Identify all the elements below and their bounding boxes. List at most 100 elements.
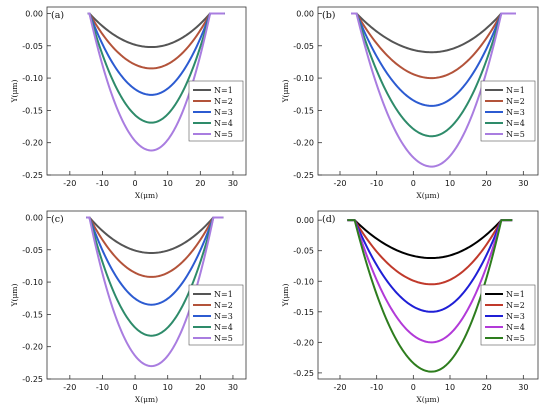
x-tick-label: 30 [228, 179, 238, 188]
y-tick-label: -0.15 [22, 310, 43, 319]
x-tick-label: 20 [482, 179, 492, 188]
series-line [347, 219, 513, 373]
chart-panel-3: -20 -10 0 10 20 30 0.00 -0.05 -0.10 -0.15 -0.20 -0.… [10, 210, 247, 404]
x-tick-label: 20 [195, 383, 205, 392]
x-tick-label: 20 [195, 179, 205, 188]
x-tick-label: -10 [370, 383, 383, 392]
series-line [351, 12, 516, 80]
plot-frame [46, 6, 247, 176]
x-axis-label: X(μm) [135, 395, 158, 404]
x-tick-label: -20 [63, 383, 76, 392]
y-axis-label: Y(μm) [281, 80, 290, 104]
y-tick-label: -0.25 [293, 171, 314, 180]
y-tick-label: 0.00 [25, 213, 43, 222]
legend: N=1 N=2 N=3 N=4 N=5 [188, 80, 244, 142]
legend-entry: N=2 [214, 97, 233, 106]
x-tick-label: 0 [133, 179, 138, 188]
series-line [86, 216, 224, 278]
x-tick-label: 30 [228, 383, 238, 392]
y-tick-label: 0.00 [296, 9, 314, 18]
series-line [87, 12, 225, 124]
x-tick-label: 10 [163, 179, 173, 188]
panel-label: (c) [51, 214, 64, 225]
series-line [87, 12, 225, 70]
x-tick-label: -10 [96, 383, 109, 392]
chart-panel-4: -20 -10 0 10 20 30 0.00 -0.05 -0.10 -0.15 -0.20 -0.… [281, 210, 539, 404]
legend-entry: N=1 [214, 290, 233, 299]
series-line [86, 216, 224, 337]
series-line [347, 219, 513, 344]
y-tick-label: -0.05 [22, 246, 43, 255]
y-tick-label: 0.00 [296, 216, 314, 225]
legend: N=1 N=2 N=3 N=4 N=5 [480, 80, 536, 142]
x-tick-label: -20 [333, 383, 346, 392]
series-line [347, 219, 513, 313]
x-axis-label: X(μm) [416, 191, 439, 200]
x-tick-label: 0 [133, 383, 138, 392]
legend-entry: N=3 [506, 312, 525, 321]
legend-entry: N=2 [506, 301, 525, 310]
x-tick-label: 20 [482, 383, 492, 392]
legend: N=1 N=2 N=3 N=4 N=5 [480, 284, 536, 346]
x-axis-label: X(μm) [416, 395, 439, 404]
legend-entry: N=5 [214, 334, 233, 343]
y-tick-label: -0.15 [293, 308, 314, 317]
y-tick-label: -0.10 [22, 278, 43, 287]
series-line [351, 12, 516, 54]
series-line [87, 12, 225, 49]
legend-entry: N=5 [214, 130, 233, 139]
legend-entry: N=3 [506, 108, 525, 117]
x-tick-label: -10 [370, 179, 383, 188]
x-tick-label: 10 [163, 383, 173, 392]
plot-frame [317, 210, 539, 380]
y-tick-label: -0.20 [293, 139, 314, 148]
series-line [347, 219, 513, 260]
y-tick-label: -0.05 [22, 42, 43, 51]
legend-entry: N=4 [214, 323, 233, 332]
series-line [347, 219, 513, 286]
series-line [86, 216, 224, 306]
y-tick-label: -0.25 [22, 375, 43, 384]
y-tick-label: -0.20 [22, 343, 43, 352]
y-tick-label: 0.00 [25, 9, 43, 18]
y-tick-label: -0.20 [22, 139, 43, 148]
legend-entry: N=4 [214, 119, 233, 128]
y-tick-label: -0.10 [293, 277, 314, 286]
legend-entry: N=1 [506, 86, 525, 95]
x-tick-label: -20 [333, 179, 346, 188]
legend: N=1 N=2 N=3 N=4 N=5 [188, 284, 244, 346]
x-tick-label: 30 [518, 179, 528, 188]
y-tick-label: -0.15 [293, 106, 314, 115]
legend-entry: N=4 [506, 119, 525, 128]
series-line [351, 12, 516, 168]
x-tick-label: 10 [445, 179, 455, 188]
panel-label: (d) [322, 214, 336, 225]
x-tick-label: 0 [411, 383, 416, 392]
legend-entry: N=1 [214, 86, 233, 95]
legend-entry: N=2 [506, 97, 525, 106]
series-line [351, 12, 516, 138]
legend-entry: N=3 [214, 312, 233, 321]
legend-entry: N=5 [506, 130, 525, 139]
y-axis-label: Y(μm) [281, 284, 290, 308]
y-tick-label: -0.10 [293, 74, 314, 83]
legend-entry: N=5 [506, 334, 525, 343]
panel-label: (b) [322, 10, 336, 21]
y-axis-label: Y(μm) [10, 284, 19, 308]
y-tick-label: -0.25 [22, 171, 43, 180]
x-tick-label: 30 [518, 383, 528, 392]
y-tick-label: -0.10 [22, 74, 43, 83]
y-tick-label: -0.25 [293, 369, 314, 378]
legend-entry: N=2 [214, 301, 233, 310]
chart-panel-1: -20 -10 0 10 20 30 0.00 -0.05 -0.10 -0.15 -0.20 -0.… [10, 6, 247, 200]
x-axis-label: X(μm) [135, 191, 158, 200]
legend-entry: N=3 [214, 108, 233, 117]
x-tick-label: 0 [411, 179, 416, 188]
series-line [87, 12, 225, 96]
y-tick-label: -0.20 [293, 338, 314, 347]
series-line [351, 12, 516, 107]
legend-entry: N=4 [506, 323, 525, 332]
x-tick-label: -10 [96, 179, 109, 188]
x-tick-label: -20 [63, 179, 76, 188]
panel-label: (a) [51, 10, 64, 21]
